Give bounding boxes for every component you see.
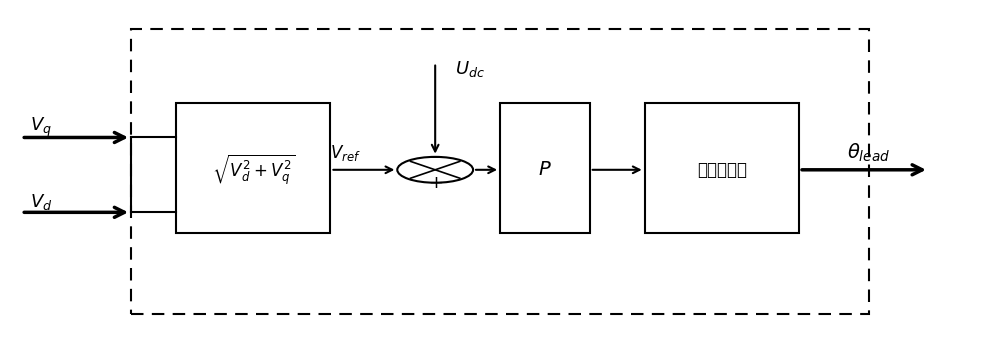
Text: 超前角限幅: 超前角限幅 — [697, 161, 747, 179]
FancyBboxPatch shape — [645, 104, 799, 233]
Text: $+$: $+$ — [428, 174, 443, 192]
Text: $V_q$: $V_q$ — [30, 116, 52, 139]
Text: $-$: $-$ — [428, 147, 443, 165]
Text: $\theta_{lead}$: $\theta_{lead}$ — [847, 142, 891, 164]
FancyBboxPatch shape — [176, 104, 330, 233]
FancyBboxPatch shape — [500, 104, 590, 233]
Text: $\sqrt{V_d^2+V_q^2}$: $\sqrt{V_d^2+V_q^2}$ — [212, 153, 295, 187]
Text: $U_{dc}$: $U_{dc}$ — [455, 59, 485, 80]
Text: $V_d$: $V_d$ — [30, 192, 52, 212]
Text: $V_{ref}$: $V_{ref}$ — [330, 143, 361, 163]
Text: $P$: $P$ — [538, 160, 552, 179]
Circle shape — [397, 157, 473, 183]
